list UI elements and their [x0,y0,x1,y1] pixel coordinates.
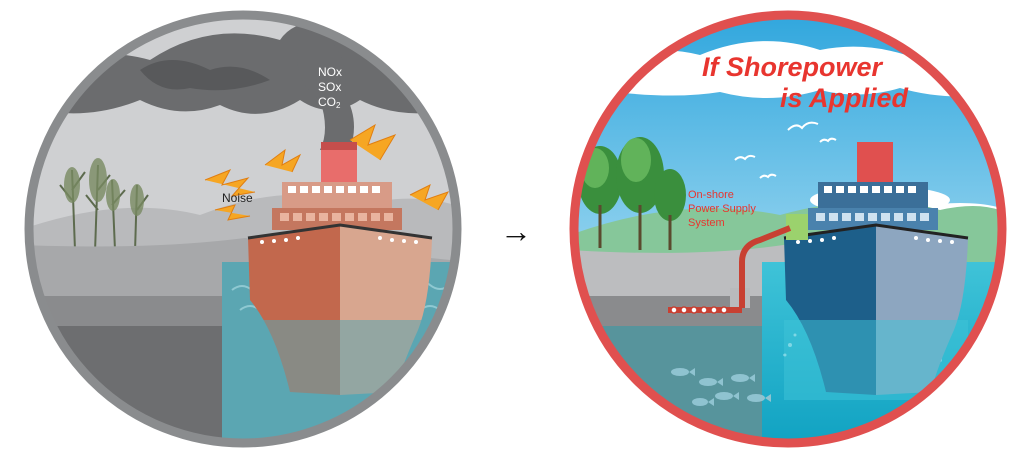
before-ring [24,10,462,448]
power-connector-box [786,214,808,240]
upper-deck [282,182,392,208]
after-ring [569,10,1007,448]
nox-label: NOx [318,65,342,79]
noise-bolts [204,123,450,221]
after-scene [576,17,1000,441]
headline-line2: is Applied [780,83,909,113]
birds [734,121,837,179]
portholes-after [796,236,954,244]
headline-line1: If Shorepower [702,52,884,82]
tree-foliage [64,158,144,216]
co2-label: CO2 [318,95,341,110]
portholes [260,236,418,244]
supply-label-line1: On-shore [688,189,734,201]
upper-deck-after [818,182,928,208]
fish-school [671,368,771,406]
quay-top [31,296,230,326]
sox-label: SOx [318,80,341,94]
transition-arrow-icon: → [500,213,532,249]
shorepower-cable [668,214,808,314]
supply-label-line3: System [688,217,725,229]
funnel-after [857,142,893,182]
supply-label-line2: Power Supply [688,203,756,215]
noise-label: Noise [222,191,253,205]
before-scene [31,17,455,441]
